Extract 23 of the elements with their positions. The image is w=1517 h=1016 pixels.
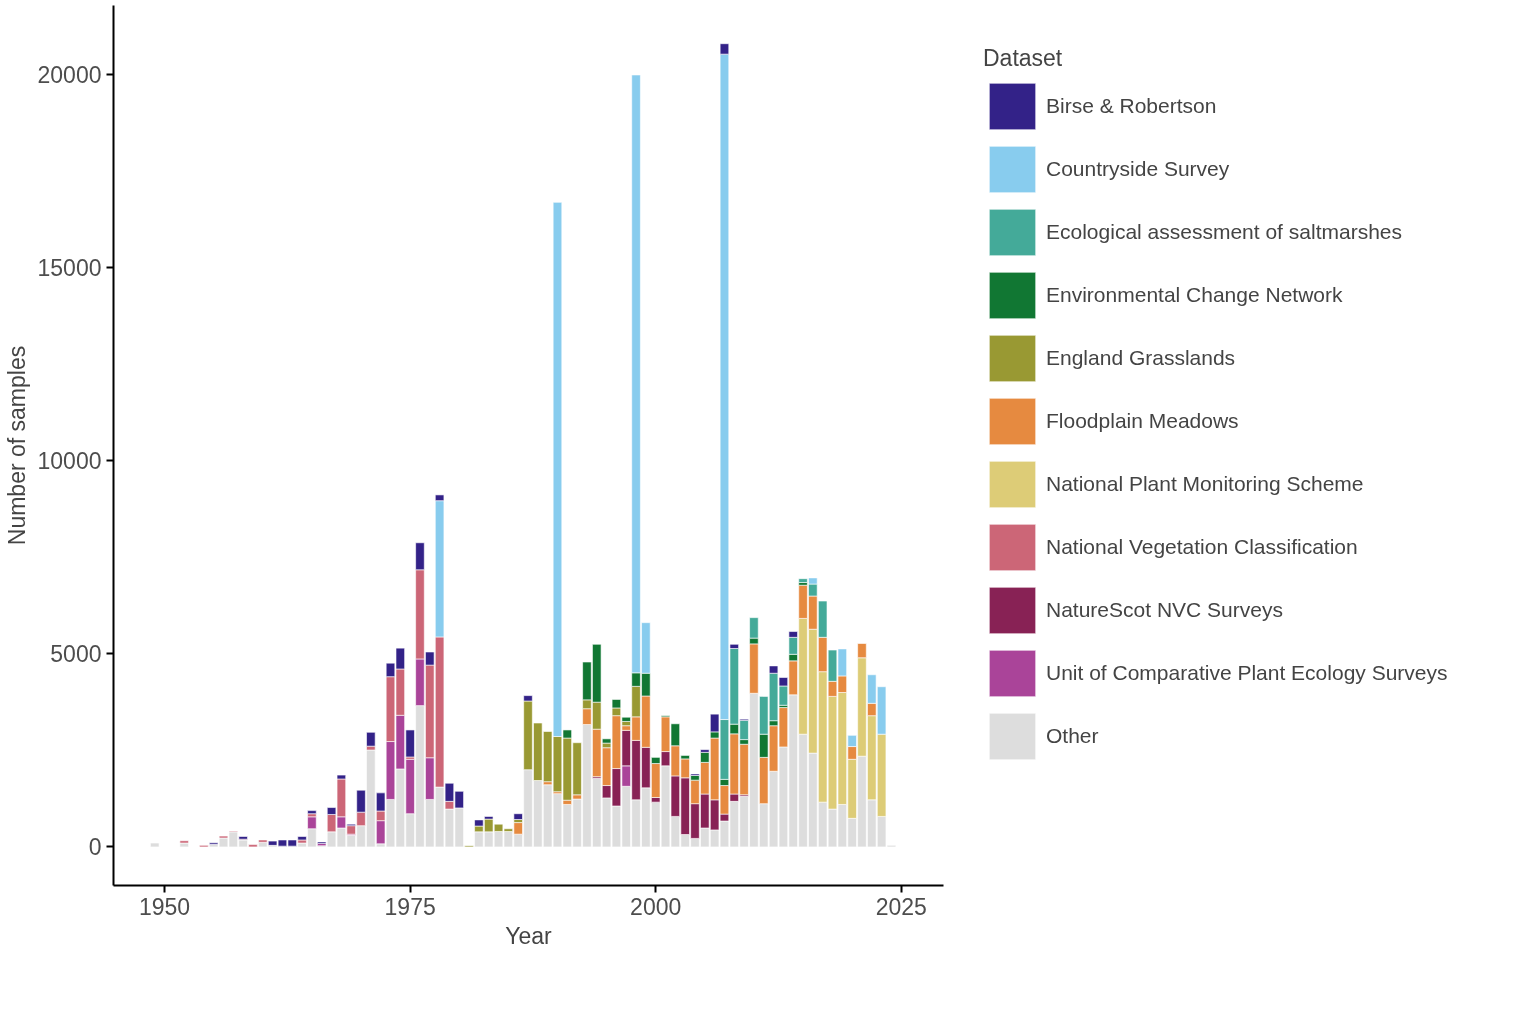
legend-label: Countryside Survey (1046, 156, 1230, 182)
x-tick-label: 2025 (875, 893, 927, 920)
legend-label: Environmental Change Network (1046, 282, 1343, 308)
y-tick-label: 10000 (37, 448, 102, 475)
y-tick-label: 20000 (37, 62, 102, 89)
x-axis-title: Year (505, 922, 553, 949)
legend-label: Ecological assessment of saltmarshes (1046, 219, 1402, 245)
legend-title: Dataset (983, 45, 1064, 72)
x-tick-label: 2000 (630, 893, 682, 920)
legend-label: England Grasslands (1046, 345, 1236, 371)
legend-label: National Plant Monitoring Scheme (1046, 471, 1364, 497)
legend-label: Other (1046, 723, 1099, 749)
legend-label: Floodplain Meadows (1046, 408, 1239, 434)
y-tick-label: 0 (88, 834, 102, 861)
legend-label: Unit of Comparative Plant Ecology Surveys (1046, 660, 1448, 686)
legend-label: National Vegetation Classification (1046, 534, 1358, 560)
y-tick-label: 5000 (50, 641, 102, 668)
legend-label: NatureScot NVC Surveys (1046, 597, 1283, 623)
legend-label: Birse & Robertson (1046, 93, 1217, 119)
x-tick-label: 1975 (384, 893, 436, 920)
y-tick-label: 15000 (37, 255, 102, 282)
y-axis-title: Number of samples (3, 345, 30, 546)
x-tick-label: 1950 (138, 893, 191, 920)
